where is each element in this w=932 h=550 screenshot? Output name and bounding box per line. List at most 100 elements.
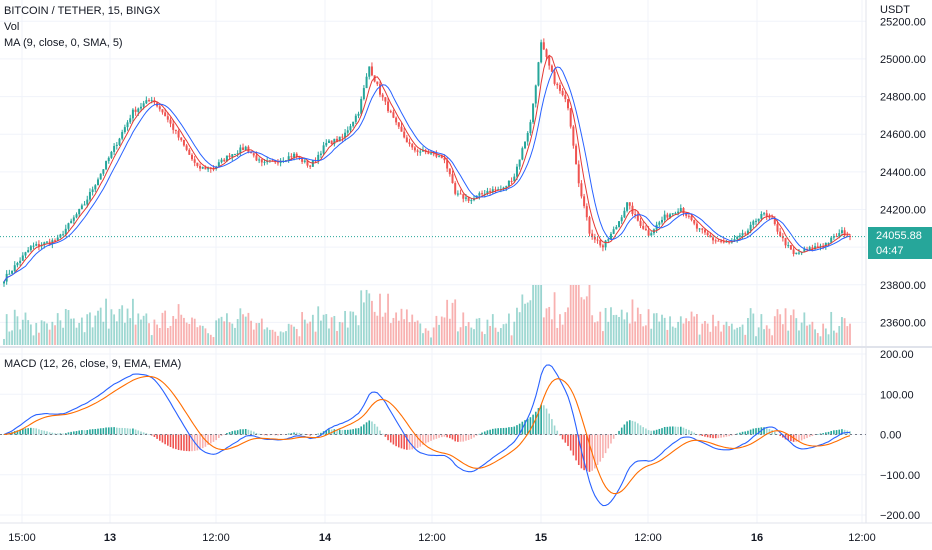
- volume-bar: [835, 332, 838, 345]
- macd-histogram-bar: [642, 427, 644, 435]
- candle-body: [231, 154, 234, 157]
- candle-body: [333, 138, 336, 145]
- volume-bar: [217, 318, 220, 345]
- volume-bar: [83, 332, 86, 345]
- candle-body: [56, 237, 59, 241]
- macd-tick-label: 100.00: [880, 389, 914, 401]
- macd-histogram-bar: [808, 434, 811, 437]
- macd-histogram-bar: [714, 434, 717, 439]
- volume-bar: [295, 328, 298, 345]
- macd-histogram-bar: [612, 434, 615, 439]
- candle-body: [768, 216, 771, 218]
- candle-body: [736, 236, 739, 240]
- macd-histogram-bar: [145, 433, 148, 435]
- volume-bar: [384, 312, 387, 345]
- macd-histogram-bar: [811, 434, 814, 437]
- volume-bar: [564, 312, 567, 345]
- candle-body: [72, 217, 75, 221]
- candle-body: [35, 244, 38, 246]
- candle-body: [99, 173, 102, 180]
- volume-bar: [639, 314, 642, 345]
- candle-body: [217, 162, 220, 167]
- macd-histogram-bar: [188, 434, 191, 452]
- macd-histogram-bar: [639, 425, 642, 435]
- candle-body: [250, 151, 253, 154]
- candle-body: [567, 99, 569, 109]
- macd-histogram-bar: [548, 413, 550, 435]
- candle-body: [376, 81, 379, 85]
- macd-histogram-bar: [752, 428, 755, 435]
- macd-histogram-bar: [277, 434, 279, 436]
- macd-histogram-bar: [655, 429, 658, 435]
- volume-bar: [779, 314, 782, 345]
- volume-bar: [121, 305, 124, 345]
- volume-bar: [526, 302, 529, 345]
- macd-histogram-bar: [78, 430, 80, 435]
- volume-bar: [67, 310, 70, 345]
- macd-histogram-bar: [825, 432, 827, 435]
- macd-histogram-bar: [124, 428, 126, 435]
- candle-body: [107, 157, 110, 162]
- candle-body: [164, 112, 167, 117]
- candle-body: [341, 136, 344, 138]
- candle-body: [687, 215, 690, 217]
- volume-bar: [572, 285, 575, 345]
- macd-histogram-bar: [398, 434, 400, 448]
- macd-histogram-bar: [234, 430, 236, 435]
- candle-body: [494, 189, 497, 191]
- macd-histogram-bar: [637, 423, 639, 435]
- macd-histogram-bar: [70, 431, 72, 435]
- candle-body: [115, 144, 118, 147]
- price-tick-label: 23600.00: [880, 317, 926, 329]
- volume-bar: [432, 327, 435, 345]
- macd-histogram-bar: [709, 434, 712, 438]
- volume-bar: [671, 326, 674, 345]
- candle-body: [518, 159, 521, 167]
- last-price-tag: 24055.88 04:47: [868, 226, 932, 259]
- volume-bar: [46, 323, 48, 345]
- macd-histogram-bar: [341, 430, 344, 435]
- volume-bar: [161, 312, 164, 345]
- macd-histogram-bar: [371, 421, 373, 435]
- macd-histogram-bar: [704, 434, 706, 437]
- macd-histogram-bar: [365, 422, 368, 435]
- macd-histogram-bar: [457, 434, 459, 442]
- volume-bar: [209, 334, 212, 345]
- volume-bar: [336, 330, 338, 345]
- volume-bar: [29, 324, 32, 345]
- macd-histogram-bar: [220, 434, 223, 436]
- volume-bar: [542, 317, 545, 345]
- volume-bar: [365, 289, 368, 345]
- candle-body: [650, 233, 653, 236]
- macd-histogram-bar: [693, 432, 696, 435]
- candle-body: [131, 109, 134, 119]
- macd-histogram-bar: [309, 434, 311, 436]
- candle-body: [470, 200, 473, 202]
- candle-body: [636, 214, 639, 221]
- macd-histogram-bar: [46, 431, 48, 435]
- volume-bar: [89, 312, 91, 345]
- candle-body: [609, 233, 612, 240]
- volume-bar: [800, 322, 803, 345]
- macd-histogram-bar: [158, 434, 161, 441]
- macd-histogram-bar: [459, 434, 462, 442]
- volume-bar: [787, 330, 790, 345]
- candle-body: [64, 228, 67, 235]
- volume-bar: [51, 321, 54, 345]
- macd-histogram-bar: [688, 429, 690, 435]
- candle-body: [456, 193, 459, 195]
- candle-body: [13, 265, 16, 271]
- candle-body: [577, 164, 580, 184]
- macd-histogram-bar: [722, 434, 725, 438]
- candle-body: [327, 140, 330, 143]
- macd-histogram-bar: [728, 434, 730, 437]
- volume-bar: [717, 320, 720, 345]
- candle-body: [542, 42, 545, 50]
- volume-bar: [75, 327, 78, 345]
- candle-body: [123, 127, 126, 133]
- volume-bar: [274, 331, 277, 345]
- price-tick-label: 24200.00: [880, 204, 926, 216]
- macd-histogram-bar: [586, 434, 588, 472]
- volume-bar: [567, 307, 569, 345]
